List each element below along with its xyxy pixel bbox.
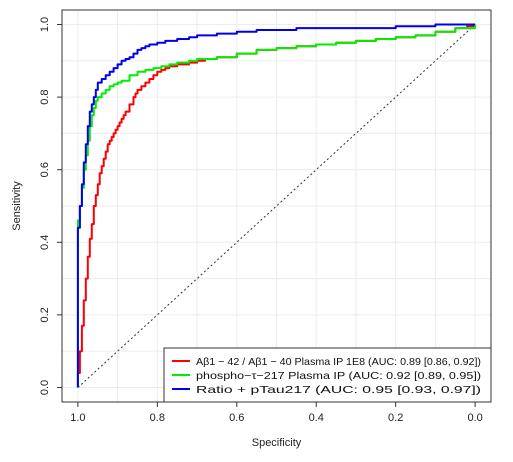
x-tick-label: 0.2 (388, 412, 403, 424)
x-axis-label: Specificity (252, 437, 302, 449)
y-tick-label: 0.4 (39, 235, 51, 250)
y-tick-label: 0.0 (39, 380, 51, 395)
legend-entry-3: Ratio + pTau217 (AUC: 0.95 [0.93, 0.97]) (196, 384, 481, 396)
x-tick-label: 0.0 (467, 412, 482, 424)
series-group (76, 23, 477, 388)
x-axis: 1.0 0.8 0.6 0.4 0.2 0.0 (70, 402, 483, 424)
x-tick-label: 0.4 (309, 412, 324, 424)
x-tick-label: 1.0 (70, 412, 85, 424)
x-tick-label: 0.6 (229, 412, 244, 424)
legend-box (163, 347, 492, 403)
legend: Aβ1 − 42 / Aβ1 − 40 Plasma IP 1E8 (AUC: … (163, 347, 492, 403)
y-tick-label: 0.6 (39, 162, 51, 177)
roc-curve-3 (76, 23, 476, 388)
y-tick-label: 0.2 (39, 307, 51, 322)
x-tick-label: 0.8 (150, 412, 165, 424)
legend-entry-2: phospho−τ−217 Plasma IP (AUC: 0.92 [0.89… (196, 370, 481, 382)
y-axis: 0.0 0.2 0.4 0.6 0.8 1.0 (39, 17, 62, 395)
y-axis-label: Sensitivity (11, 181, 23, 231)
y-tick-label: 1.0 (39, 17, 51, 32)
legend-entry-1: Aβ1 − 42 / Aβ1 − 40 Plasma IP 1E8 (AUC: … (196, 356, 481, 368)
y-tick-label: 0.8 (39, 89, 51, 104)
